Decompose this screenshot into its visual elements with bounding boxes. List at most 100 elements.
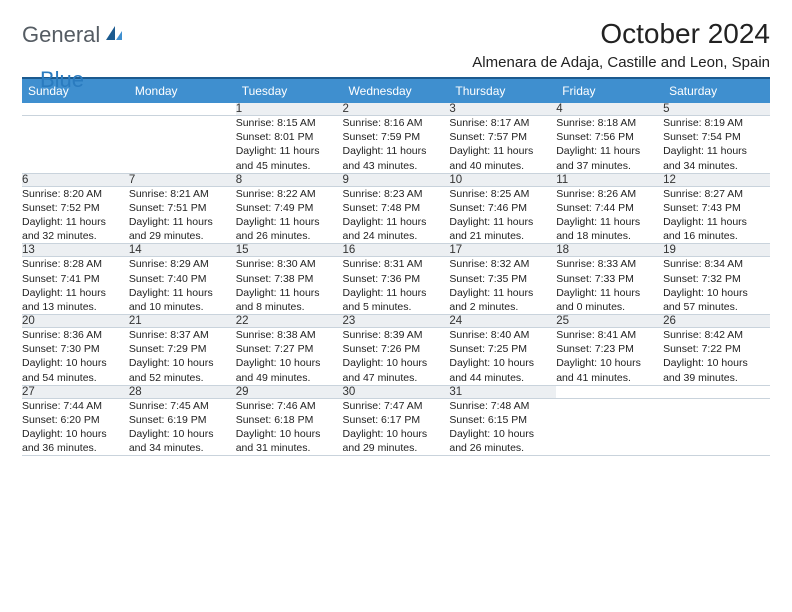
- sunrise-text: Sunrise: 8:40 AM: [449, 328, 556, 342]
- daynum-row: 20212223242526: [22, 315, 770, 328]
- sunset-text: Sunset: 6:18 PM: [236, 413, 343, 427]
- daylight-text-1: Daylight: 11 hours: [663, 215, 770, 229]
- sunset-text: Sunset: 7:36 PM: [343, 272, 450, 286]
- daylight-text-1: Daylight: 10 hours: [343, 427, 450, 441]
- info-row: Sunrise: 8:28 AMSunset: 7:41 PMDaylight:…: [22, 257, 770, 315]
- daylight-text-2: and 29 minutes.: [343, 441, 450, 455]
- weekday-header: Friday: [556, 79, 663, 103]
- sunset-text: Sunset: 7:48 PM: [343, 201, 450, 215]
- sunset-text: Sunset: 7:44 PM: [556, 201, 663, 215]
- sunset-text: Sunset: 7:27 PM: [236, 342, 343, 356]
- day-number: 18: [556, 244, 663, 257]
- daylight-text-1: Daylight: 11 hours: [22, 215, 129, 229]
- sunrise-text: Sunrise: 7:47 AM: [343, 399, 450, 413]
- daylight-text-1: Daylight: 11 hours: [22, 286, 129, 300]
- day-cell: Sunrise: 8:18 AMSunset: 7:56 PMDaylight:…: [556, 116, 663, 174]
- day-cell: Sunrise: 8:25 AMSunset: 7:46 PMDaylight:…: [449, 186, 556, 244]
- sunset-text: Sunset: 7:22 PM: [663, 342, 770, 356]
- daylight-text-2: and 45 minutes.: [236, 159, 343, 173]
- sunset-text: Sunset: 7:52 PM: [22, 201, 129, 215]
- daylight-text-1: Daylight: 10 hours: [449, 356, 556, 370]
- daylight-text-1: Daylight: 11 hours: [129, 286, 236, 300]
- day-number: 14: [129, 244, 236, 257]
- sunset-text: Sunset: 7:38 PM: [236, 272, 343, 286]
- sunset-text: Sunset: 7:35 PM: [449, 272, 556, 286]
- day-number: 2: [343, 103, 450, 116]
- title-block: October 2024 Almenara de Adaja, Castille…: [472, 18, 770, 71]
- sunset-text: Sunset: 7:43 PM: [663, 201, 770, 215]
- day-cell: Sunrise: 8:17 AMSunset: 7:57 PMDaylight:…: [449, 116, 556, 174]
- day-cell: Sunrise: 8:23 AMSunset: 7:48 PMDaylight:…: [343, 186, 450, 244]
- sunrise-text: Sunrise: 8:17 AM: [449, 116, 556, 130]
- sunset-text: Sunset: 7:56 PM: [556, 130, 663, 144]
- daynum-row: 2728293031: [22, 385, 770, 398]
- day-cell: Sunrise: 7:48 AMSunset: 6:15 PMDaylight:…: [449, 398, 556, 456]
- sunset-text: Sunset: 7:32 PM: [663, 272, 770, 286]
- day-number: [556, 385, 663, 398]
- info-row: Sunrise: 7:44 AMSunset: 6:20 PMDaylight:…: [22, 398, 770, 456]
- daylight-text-1: Daylight: 11 hours: [343, 215, 450, 229]
- day-cell: Sunrise: 8:37 AMSunset: 7:29 PMDaylight:…: [129, 328, 236, 386]
- month-title: October 2024: [472, 18, 770, 50]
- day-number: 13: [22, 244, 129, 257]
- daylight-text-1: Daylight: 11 hours: [556, 144, 663, 158]
- sunset-text: Sunset: 8:01 PM: [236, 130, 343, 144]
- day-number: 20: [22, 315, 129, 328]
- sunset-text: Sunset: 7:46 PM: [449, 201, 556, 215]
- day-number: 25: [556, 315, 663, 328]
- day-cell: Sunrise: 8:27 AMSunset: 7:43 PMDaylight:…: [663, 186, 770, 244]
- daylight-text-1: Daylight: 10 hours: [556, 356, 663, 370]
- daylight-text-1: Daylight: 10 hours: [129, 427, 236, 441]
- daylight-text-2: and 34 minutes.: [129, 441, 236, 455]
- daylight-text-1: Daylight: 11 hours: [449, 286, 556, 300]
- daylight-text-1: Daylight: 11 hours: [449, 215, 556, 229]
- day-cell: Sunrise: 8:19 AMSunset: 7:54 PMDaylight:…: [663, 116, 770, 174]
- day-cell: Sunrise: 8:34 AMSunset: 7:32 PMDaylight:…: [663, 257, 770, 315]
- daynum-row: 13141516171819: [22, 244, 770, 257]
- weekday-header: Wednesday: [343, 79, 450, 103]
- sunset-text: Sunset: 7:33 PM: [556, 272, 663, 286]
- weekday-header-row: Sunday Monday Tuesday Wednesday Thursday…: [22, 79, 770, 103]
- sunset-text: Sunset: 7:25 PM: [449, 342, 556, 356]
- day-cell: [22, 116, 129, 174]
- day-number: 5: [663, 103, 770, 116]
- sunrise-text: Sunrise: 8:25 AM: [449, 187, 556, 201]
- sunrise-text: Sunrise: 8:30 AM: [236, 257, 343, 271]
- day-cell: Sunrise: 8:33 AMSunset: 7:33 PMDaylight:…: [556, 257, 663, 315]
- day-cell: Sunrise: 8:40 AMSunset: 7:25 PMDaylight:…: [449, 328, 556, 386]
- sunrise-text: Sunrise: 7:45 AM: [129, 399, 236, 413]
- weekday-header: Thursday: [449, 79, 556, 103]
- day-cell: [129, 116, 236, 174]
- day-number: 1: [236, 103, 343, 116]
- brand-part1: General: [22, 22, 100, 48]
- sunset-text: Sunset: 7:30 PM: [22, 342, 129, 356]
- daylight-text-2: and 52 minutes.: [129, 371, 236, 385]
- sunrise-text: Sunrise: 8:37 AM: [129, 328, 236, 342]
- day-number: 7: [129, 173, 236, 186]
- day-cell: Sunrise: 8:28 AMSunset: 7:41 PMDaylight:…: [22, 257, 129, 315]
- info-row: Sunrise: 8:36 AMSunset: 7:30 PMDaylight:…: [22, 328, 770, 386]
- sunset-text: Sunset: 7:41 PM: [22, 272, 129, 286]
- sunrise-text: Sunrise: 8:34 AM: [663, 257, 770, 271]
- daylight-text-1: Daylight: 10 hours: [22, 356, 129, 370]
- daylight-text-2: and 43 minutes.: [343, 159, 450, 173]
- sunrise-text: Sunrise: 7:46 AM: [236, 399, 343, 413]
- daylight-text-2: and 31 minutes.: [236, 441, 343, 455]
- day-number: 26: [663, 315, 770, 328]
- sunrise-text: Sunrise: 8:18 AM: [556, 116, 663, 130]
- day-cell: Sunrise: 7:47 AMSunset: 6:17 PMDaylight:…: [343, 398, 450, 456]
- sunset-text: Sunset: 7:23 PM: [556, 342, 663, 356]
- sunrise-text: Sunrise: 8:15 AM: [236, 116, 343, 130]
- calendar-table: Sunday Monday Tuesday Wednesday Thursday…: [22, 79, 770, 456]
- daylight-text-2: and 34 minutes.: [663, 159, 770, 173]
- day-number: 8: [236, 173, 343, 186]
- day-number: 27: [22, 385, 129, 398]
- day-cell: Sunrise: 8:22 AMSunset: 7:49 PMDaylight:…: [236, 186, 343, 244]
- day-number: 15: [236, 244, 343, 257]
- sunset-text: Sunset: 6:19 PM: [129, 413, 236, 427]
- day-number: 17: [449, 244, 556, 257]
- brand-logo: General: [22, 18, 126, 48]
- sunset-text: Sunset: 7:57 PM: [449, 130, 556, 144]
- sunrise-text: Sunrise: 8:31 AM: [343, 257, 450, 271]
- daylight-text-1: Daylight: 10 hours: [236, 356, 343, 370]
